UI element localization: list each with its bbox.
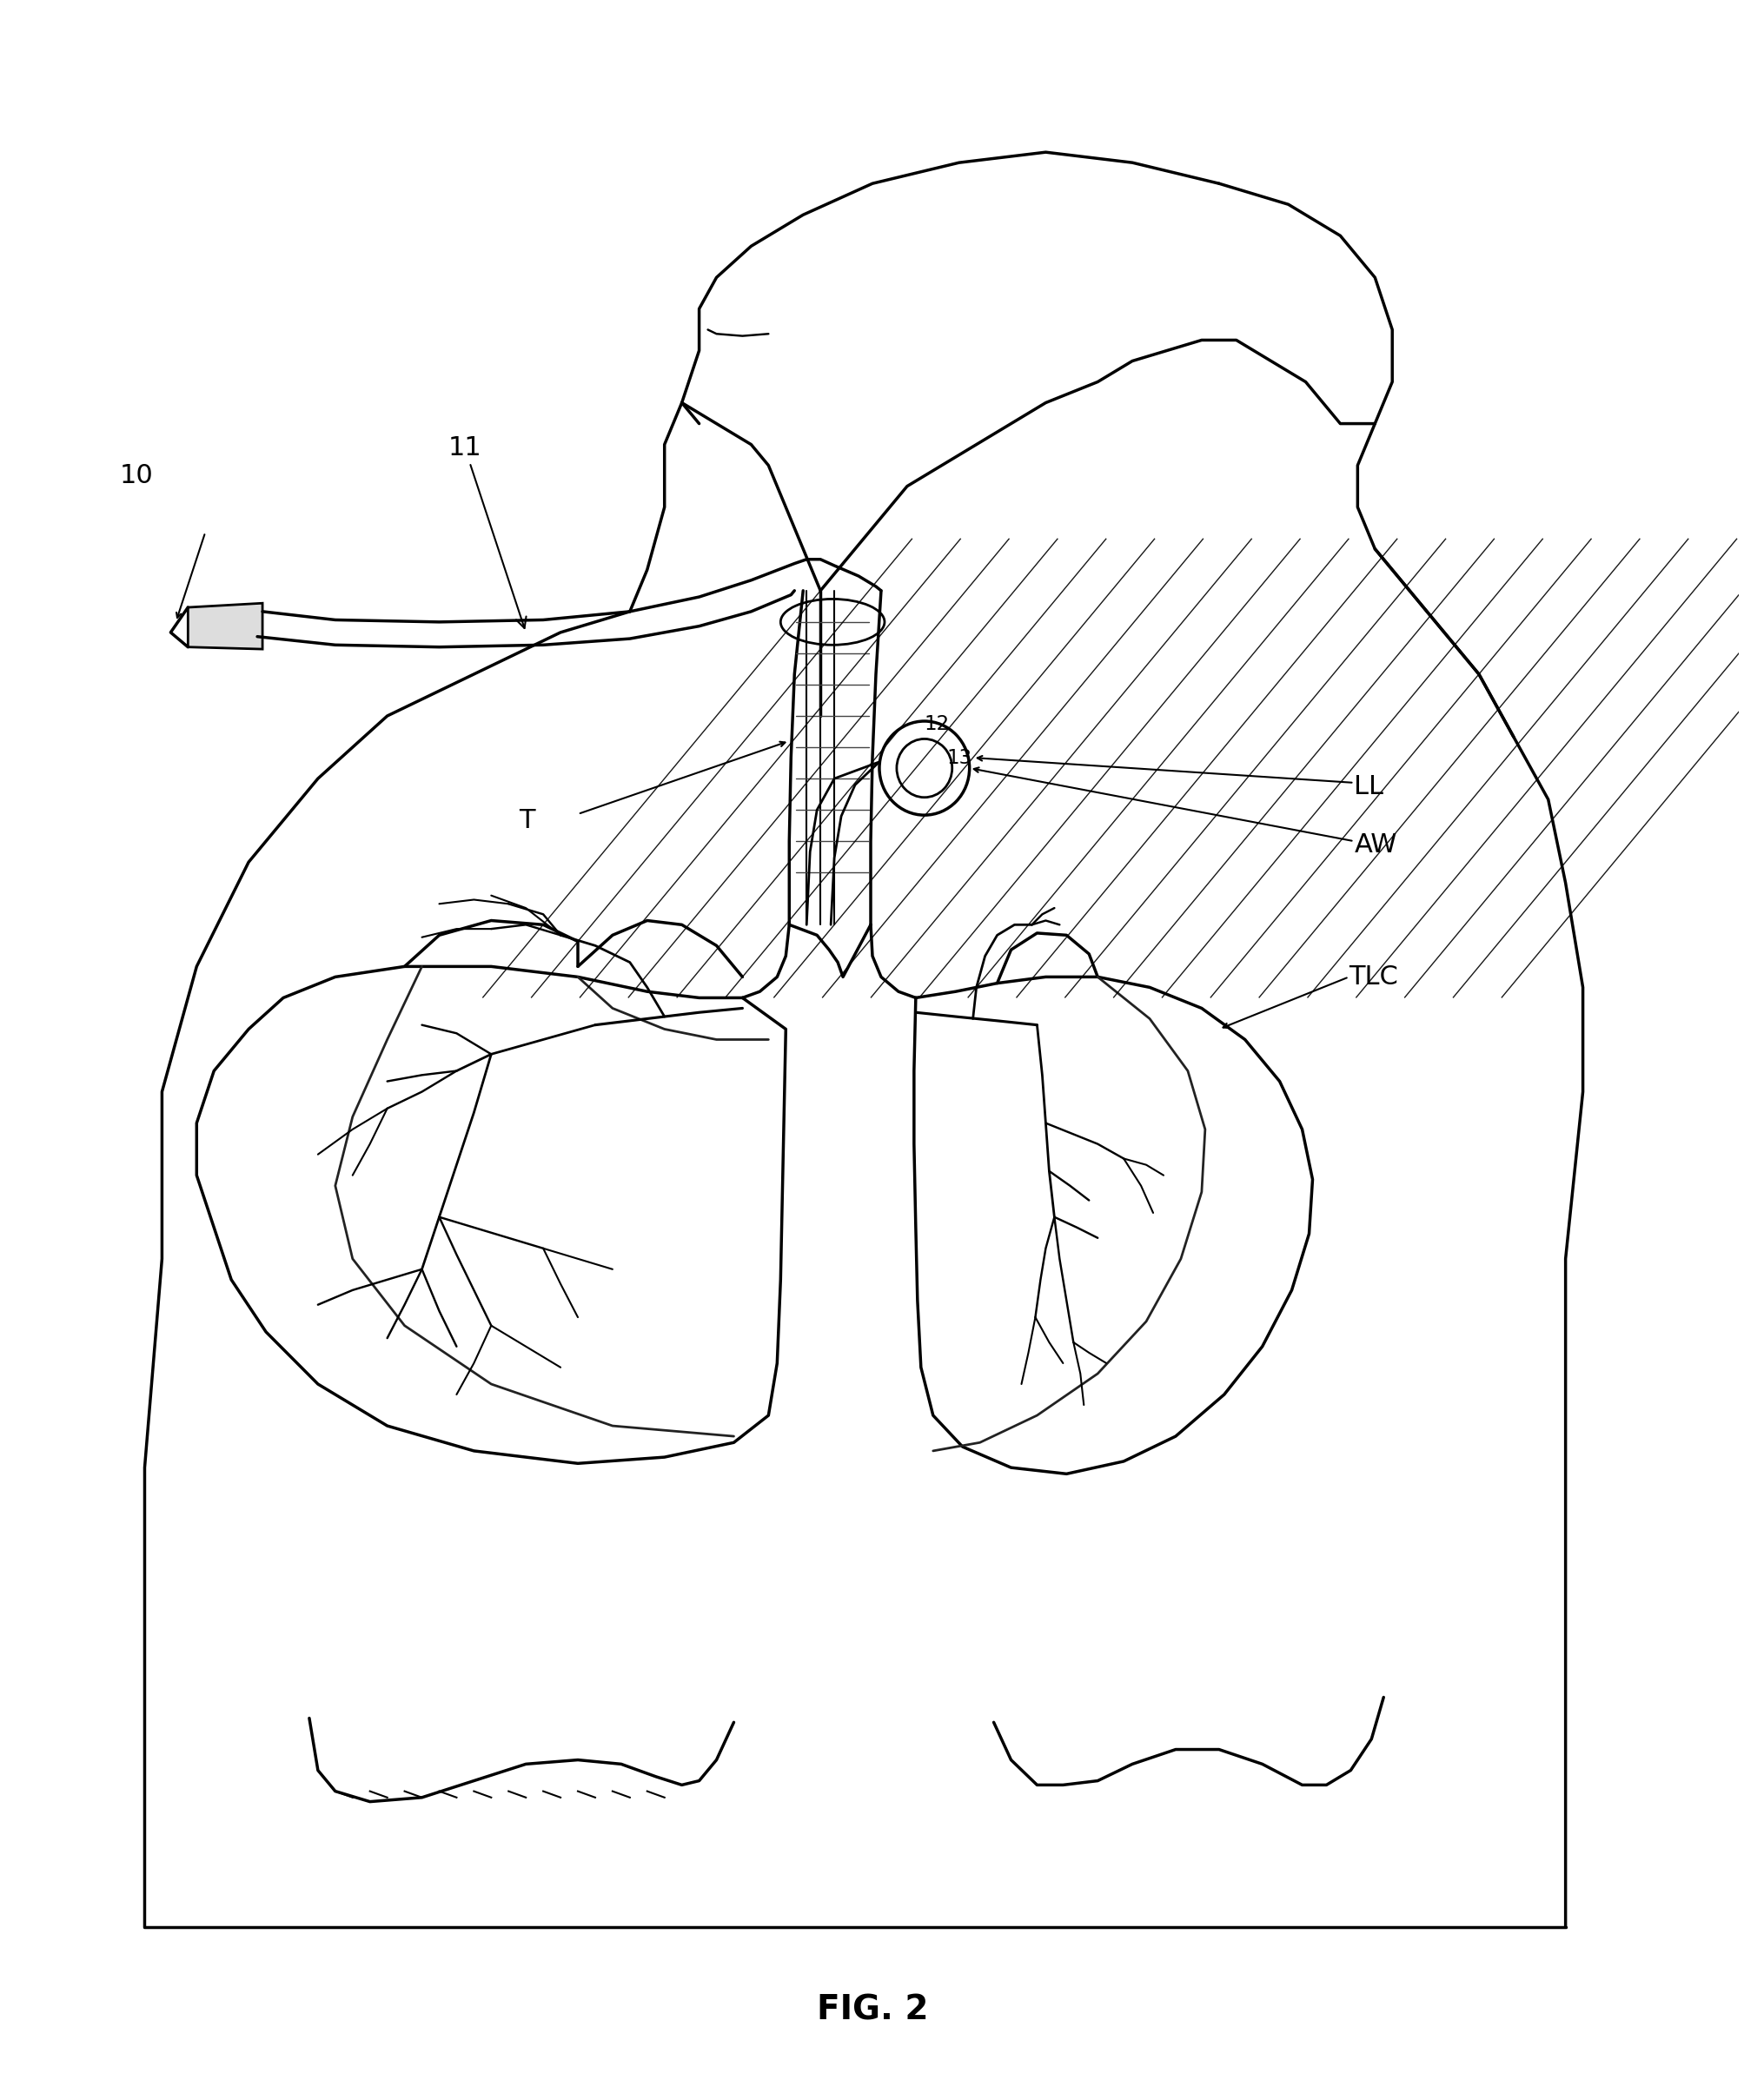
Ellipse shape <box>780 598 884 645</box>
Polygon shape <box>188 603 262 649</box>
Ellipse shape <box>896 739 952 798</box>
Text: AW: AW <box>1353 834 1397 859</box>
Text: TLC: TLC <box>1348 964 1397 989</box>
Text: 12: 12 <box>924 714 949 735</box>
Text: 11: 11 <box>448 435 527 628</box>
Text: T: T <box>518 808 534 834</box>
Text: 10: 10 <box>120 464 153 489</box>
Text: 13: 13 <box>947 748 971 769</box>
Text: LL: LL <box>1353 775 1383 800</box>
Text: FIG. 2: FIG. 2 <box>816 1993 928 2026</box>
Ellipse shape <box>879 720 970 815</box>
